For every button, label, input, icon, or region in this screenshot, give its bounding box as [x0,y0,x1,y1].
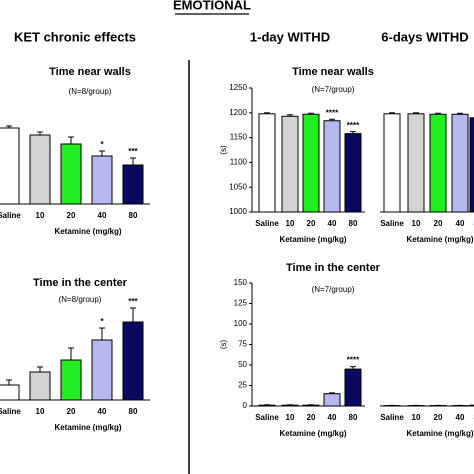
x-tick-label: 10 [36,407,45,416]
y-tick-label: 75 [238,340,247,349]
bar [469,404,474,407]
x-axis-label: Ketamine (mg/kg) [406,235,473,244]
x-tick-label: 10 [36,211,45,220]
x-tick-label: 20 [67,211,76,220]
y-tick-label: 1050 [229,182,247,191]
chart-subtitle: (N=8/group) [69,87,112,96]
bar [122,321,144,401]
bar [323,120,341,213]
x-tick-label: 20 [307,413,316,422]
chart-title: Time in the center [33,277,128,289]
x-tick-label: 10 [286,413,295,422]
bar [344,368,362,407]
x-tick-label: 10 [412,219,421,228]
significance: *** [128,297,138,306]
bar [29,371,51,401]
x-tick-label: 20 [434,413,443,422]
y-tick-label: 50 [238,360,247,369]
bar [323,393,341,407]
x-tick-label: Saline [380,413,404,422]
significance: * [100,140,104,149]
chart-subtitle: (N=8/group) [59,295,102,304]
bar [258,113,276,213]
bar [60,359,82,401]
bar [281,404,299,407]
y-tick-label: 0 [243,401,248,410]
x-tick-label: 10 [412,413,421,422]
y-axis-label: (s) [219,340,228,350]
y-tick-label: 100 [234,319,248,328]
bar [122,164,144,205]
x-tick-label: 40 [98,407,107,416]
x-tick-label: 80 [129,407,138,416]
bar [60,143,82,205]
significance: * [100,317,104,326]
y-tick-label: 1200 [229,108,247,117]
significance: **** [326,108,339,117]
x-axis-label: Ketamine (mg/kg) [406,429,473,438]
chart-subtitle: (N=7/group) [312,85,355,94]
bar [407,113,425,213]
y-tick-label: 125 [234,299,248,308]
significance: *** [128,147,138,156]
x-tick-label: 20 [307,219,316,228]
x-axis-label: Ketamine (mg/kg) [54,423,121,432]
bar [258,404,276,407]
bar [344,133,362,213]
x-tick-label: 40 [456,219,465,228]
section-heading: 6-days WITHD [381,29,468,44]
bar [91,339,113,401]
significance: **** [347,121,360,130]
bar [29,134,51,205]
x-tick-label: 10 [286,219,295,228]
x-tick-label: Saline [0,407,21,416]
bar [0,384,20,401]
x-tick-label: 20 [434,219,443,228]
bar [91,155,113,205]
chart-title: Time near walls [292,66,374,78]
chart-subtitle: (N=7/group) [312,285,355,294]
x-tick-label: 40 [328,413,337,422]
section-heading: 1-day WITHD [250,29,330,44]
y-tick-label: 1250 [229,83,247,92]
chart-title: Time in the center [286,262,381,274]
x-tick-label: 80 [129,211,138,220]
x-tick-label: Saline [255,413,279,422]
x-axis-label: Ketamine (mg/kg) [279,235,346,244]
x-tick-label: 40 [98,211,107,220]
bar [302,113,320,213]
x-axis-label: Ketamine (mg/kg) [279,429,346,438]
bar [302,404,320,407]
figure-title: EMOTIONAL [173,0,251,12]
x-tick-label: 80 [349,219,358,228]
bar [281,115,299,213]
y-axis-label: (s) [219,145,228,155]
y-tick-label: 1100 [230,158,248,167]
bar [429,113,447,213]
x-tick-label: 80 [349,413,358,422]
bar [0,127,20,205]
significance: **** [347,356,360,365]
section-heading: KET chronic effects [14,29,136,44]
x-tick-label: 20 [67,407,76,416]
x-tick-label: 40 [456,413,465,422]
bar [383,113,401,213]
x-tick-label: Saline [255,219,279,228]
bar [451,113,469,213]
x-tick-label: Saline [380,219,404,228]
x-axis-label: Ketamine (mg/kg) [54,227,121,236]
bar [469,117,474,213]
y-tick-label: 25 [238,381,247,390]
x-tick-label: 40 [328,219,337,228]
y-tick-label: 1150 [230,133,248,142]
y-tick-label: 150 [234,278,248,287]
chart-title: Time near walls [49,66,131,78]
x-tick-label: Saline [0,211,21,220]
y-tick-label: 1000 [229,207,247,216]
